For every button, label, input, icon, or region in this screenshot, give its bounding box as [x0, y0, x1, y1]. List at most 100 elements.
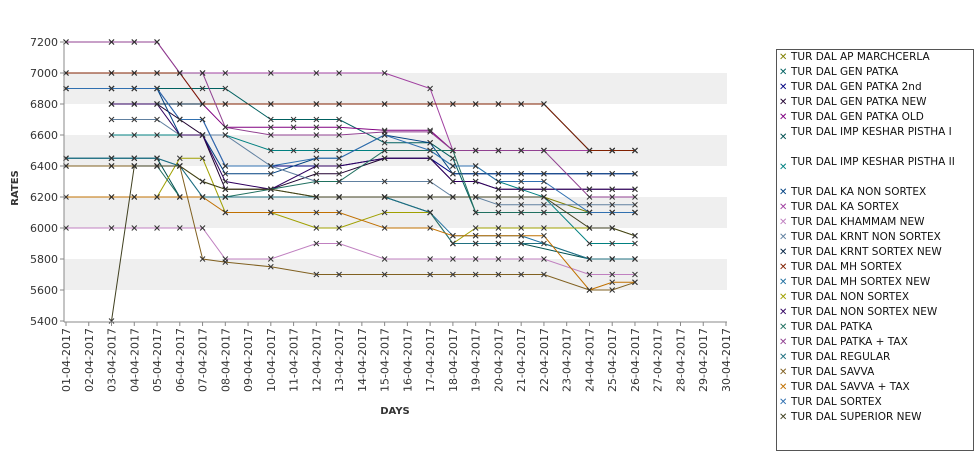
data-point: [336, 163, 342, 169]
legend-marker: ✕: [779, 97, 788, 108]
data-point: [336, 155, 342, 162]
data-point: [199, 178, 206, 185]
data-point: [541, 186, 547, 193]
data-point: [541, 232, 547, 239]
data-point: [609, 147, 616, 154]
data-point: [495, 232, 502, 239]
data-point: [518, 232, 525, 239]
data-point: [381, 70, 388, 76]
data-point: [176, 163, 183, 169]
data-point: [495, 194, 502, 200]
data-point: [176, 101, 183, 107]
legend-item: ✕ TUR DAL MH SORTEX: [779, 262, 961, 274]
data-point: [609, 209, 616, 216]
data-point: [427, 256, 433, 262]
legend-marker: ✕: [779, 382, 788, 393]
x-tick-label: 14-04-2017: [356, 328, 369, 392]
data-point: [313, 225, 320, 231]
data-point: [381, 194, 388, 200]
data-point: [518, 271, 525, 278]
series-line: [66, 196, 635, 291]
data-point: [495, 209, 502, 216]
data-point: [381, 132, 388, 138]
data-point: [336, 271, 342, 278]
data-point: [313, 194, 320, 200]
data-point: [609, 287, 616, 293]
data-point: [472, 225, 479, 231]
legend-marker: ✕: [779, 247, 788, 258]
data-point: [632, 201, 638, 208]
data-point: [632, 147, 638, 154]
legend-label: TUR DAL REGULAR: [791, 351, 891, 363]
data-point: [108, 132, 115, 138]
legend-marker: ✕: [779, 337, 788, 348]
legend-label: TUR DAL NON SORTEX: [791, 291, 910, 303]
data-point: [609, 256, 616, 262]
data-point: [108, 194, 115, 200]
legend-label: TUR DAL AP MARCHCERLA: [791, 51, 930, 63]
data-point: [586, 170, 593, 177]
data-point: [450, 163, 456, 169]
data-point: [450, 101, 456, 107]
x-tick-label: 27-04-2017: [652, 328, 665, 392]
series-line: [66, 150, 635, 213]
data-point: [495, 201, 502, 208]
data-point: [632, 256, 638, 262]
data-point: [518, 209, 525, 216]
data-point: [154, 155, 160, 162]
data-point: [541, 271, 547, 278]
data-point: [541, 256, 547, 262]
legend-item: ✕ TUR DAL SAVVA: [779, 367, 961, 379]
data-point: [108, 155, 115, 162]
legend-item: ✕ TUR DAL SUPERIOR NEW: [779, 412, 961, 424]
x-tick-label: 26-04-2017: [629, 328, 642, 392]
y-tick-label: 5800: [30, 253, 58, 266]
x-tick-label: 20-04-2017: [492, 328, 505, 392]
data-point: [541, 178, 547, 185]
legend-item: ✕ TUR DAL NON SORTEX: [779, 291, 961, 304]
data-point: [427, 147, 433, 154]
data-point: [450, 155, 456, 162]
data-point: [131, 70, 138, 76]
legend-marker: ✕: [779, 352, 788, 363]
data-point: [199, 116, 206, 123]
data-point: [267, 209, 274, 216]
data-point: [336, 225, 342, 231]
series-20: [63, 194, 638, 293]
data-point: [267, 163, 274, 169]
data-point: [586, 186, 593, 193]
data-point: [313, 155, 320, 162]
data-point: [176, 70, 183, 76]
data-point: [313, 178, 320, 185]
data-point: [108, 225, 115, 231]
data-point: [495, 186, 502, 193]
data-point: [267, 256, 274, 262]
data-point: [381, 256, 388, 262]
legend-label: TUR DAL KRNT SORTEX NEW: [791, 246, 942, 258]
chart-legend: ✕ TUR DAL AP MARCHCERLA ✕ TUR DAL GEN PATKA…: [776, 49, 974, 451]
data-point: [222, 178, 229, 185]
data-point: [518, 240, 525, 247]
data-point: [541, 240, 547, 247]
legend-item: ✕ TUR DAL KHAMMAM NEW: [779, 217, 961, 229]
data-point: [313, 147, 320, 154]
data-point: [154, 85, 160, 92]
data-point: [609, 240, 616, 247]
x-tick-label: 10-04-2017: [265, 328, 278, 392]
data-point: [518, 225, 525, 231]
data-point: [541, 209, 547, 216]
series-21: [63, 85, 638, 216]
data-point: [154, 39, 160, 45]
data-point: [586, 147, 593, 154]
legend-marker: ✕: [779, 67, 788, 78]
data-point: [381, 209, 388, 216]
legend-marker: ✕: [779, 232, 788, 243]
data-point: [632, 186, 638, 193]
data-point: [609, 271, 616, 278]
x-axis-title: DAYS: [380, 406, 410, 417]
data-point: [518, 178, 525, 185]
data-point: [108, 85, 115, 92]
data-point: [427, 194, 433, 200]
x-tick-label: 19-04-2017: [470, 328, 483, 392]
data-point: [541, 201, 547, 208]
